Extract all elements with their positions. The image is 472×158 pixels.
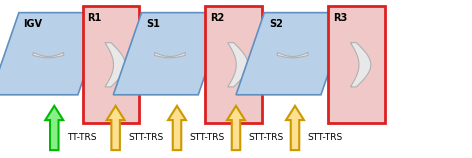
Text: STT-TRS: STT-TRS xyxy=(249,133,284,142)
Polygon shape xyxy=(205,6,262,123)
Text: STT-TRS: STT-TRS xyxy=(308,133,343,142)
Text: S2: S2 xyxy=(269,19,283,29)
Polygon shape xyxy=(33,52,64,58)
Polygon shape xyxy=(107,106,125,150)
Polygon shape xyxy=(286,106,304,150)
Polygon shape xyxy=(83,6,139,123)
Polygon shape xyxy=(236,13,349,95)
Text: R1: R1 xyxy=(87,13,101,23)
Polygon shape xyxy=(278,52,308,58)
Polygon shape xyxy=(105,43,125,87)
Polygon shape xyxy=(155,52,185,58)
Polygon shape xyxy=(0,13,106,95)
Text: S1: S1 xyxy=(146,19,160,29)
Text: STT-TRS: STT-TRS xyxy=(128,133,164,142)
Polygon shape xyxy=(328,6,385,123)
Text: IGV: IGV xyxy=(24,19,42,29)
Text: TT-TRS: TT-TRS xyxy=(67,133,96,142)
Polygon shape xyxy=(113,13,227,95)
Text: R3: R3 xyxy=(333,13,347,23)
Text: STT-TRS: STT-TRS xyxy=(190,133,225,142)
Polygon shape xyxy=(168,106,186,150)
Text: R2: R2 xyxy=(210,13,224,23)
Polygon shape xyxy=(228,43,248,87)
Polygon shape xyxy=(227,106,245,150)
Polygon shape xyxy=(45,106,63,150)
Polygon shape xyxy=(350,43,371,87)
